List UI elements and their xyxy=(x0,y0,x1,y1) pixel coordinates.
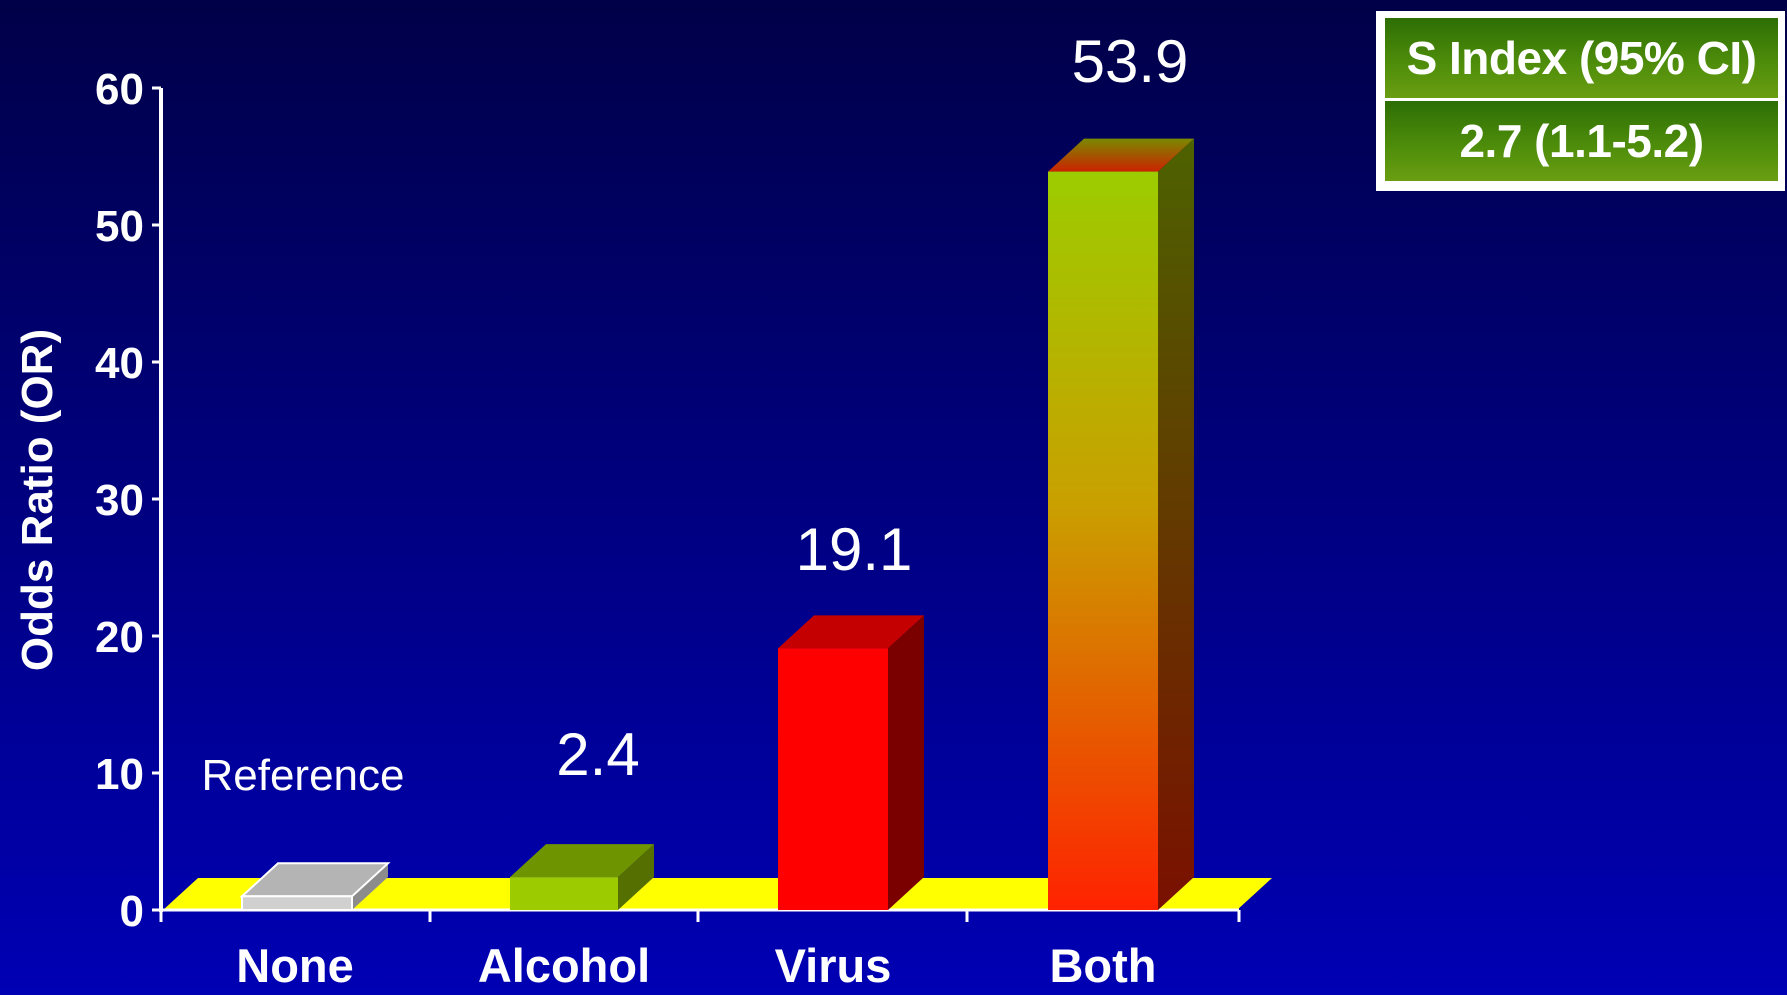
s-index-divider xyxy=(1385,98,1778,101)
data-label-both: 53.9 xyxy=(1072,28,1189,95)
data-label-none: Reference xyxy=(201,751,404,800)
y-axis-label: Odds Ratio (OR) xyxy=(13,329,62,671)
bar-front-face xyxy=(241,895,353,911)
s-index-value: 2.7 (1.1-5.2) xyxy=(1385,101,1778,181)
bar-virus xyxy=(778,615,924,910)
y-tick-label: 60 xyxy=(95,65,144,114)
bar-side-face xyxy=(352,863,388,910)
bar-front-face xyxy=(778,648,888,910)
bar-alcohol xyxy=(510,844,654,910)
bars xyxy=(239,138,1194,911)
y-tick-label: 0 xyxy=(120,887,144,936)
y-tick-label: 30 xyxy=(95,476,144,525)
y-tick-label: 40 xyxy=(95,339,144,388)
bar-front-face xyxy=(510,877,618,910)
category-label: Virus xyxy=(775,939,892,992)
s-index-table: S Index (95% CI) 2.7 (1.1-5.2) xyxy=(1376,11,1785,191)
bar-none xyxy=(239,862,391,911)
bar-top-face xyxy=(510,844,654,878)
category-label: Alcohol xyxy=(478,939,650,992)
y-tick-label: 20 xyxy=(95,613,144,662)
data-label-alcohol: 2.4 xyxy=(556,721,639,788)
bar-side-face xyxy=(1158,138,1194,910)
data-label-virus: 19.1 xyxy=(796,516,913,583)
bar-front-face xyxy=(1048,171,1158,910)
bar-side-face xyxy=(618,844,654,910)
floor-plane xyxy=(163,878,1272,910)
category-label: Both xyxy=(1049,939,1156,992)
bar-top-face xyxy=(1048,138,1194,172)
y-axis: 0 10 20 30 40 50 60 xyxy=(95,65,163,936)
x-axis: None Alcohol Virus Both xyxy=(159,908,1241,992)
bar-both xyxy=(1048,138,1194,910)
category-label: None xyxy=(236,939,354,992)
s-index-header: S Index (95% CI) xyxy=(1385,18,1778,98)
data-labels: Reference 2.4 19.1 53.9 xyxy=(201,28,1188,800)
y-tick-label: 10 xyxy=(95,750,144,799)
y-tick-label: 50 xyxy=(95,202,144,251)
bar-top-face xyxy=(778,615,924,649)
bar-side-face xyxy=(888,615,924,910)
y-axis-title: Odds Ratio (OR) xyxy=(13,329,62,671)
